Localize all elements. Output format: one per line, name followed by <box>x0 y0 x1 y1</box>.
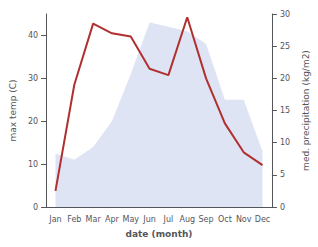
svg-text:date (month): date (month) <box>126 229 193 239</box>
svg-text:Oct: Oct <box>218 215 232 224</box>
svg-text:40: 40 <box>28 31 38 40</box>
svg-text:10: 10 <box>28 160 38 169</box>
svg-text:20: 20 <box>28 117 38 126</box>
svg-text:10: 10 <box>280 138 290 147</box>
svg-text:0: 0 <box>280 203 285 212</box>
svg-text:Dec: Dec <box>255 215 270 224</box>
svg-text:Sep: Sep <box>199 215 214 224</box>
svg-text:May: May <box>122 215 139 224</box>
svg-text:Mar: Mar <box>86 215 102 224</box>
svg-text:Apr: Apr <box>105 215 120 224</box>
svg-text:30: 30 <box>28 74 38 83</box>
svg-text:0: 0 <box>33 203 38 212</box>
svg-text:Feb: Feb <box>67 215 81 224</box>
svg-text:Aug: Aug <box>179 215 195 224</box>
svg-text:max temp (C): max temp (C) <box>8 79 18 141</box>
svg-text:Jun: Jun <box>142 215 156 224</box>
svg-text:20: 20 <box>280 74 290 83</box>
svg-text:Nov: Nov <box>236 215 252 224</box>
svg-text:15: 15 <box>280 106 290 115</box>
svg-text:25: 25 <box>280 42 290 51</box>
svg-text:30: 30 <box>280 10 290 19</box>
svg-text:Jul: Jul <box>163 215 174 224</box>
svg-text:5: 5 <box>280 170 285 179</box>
svg-text:Jan: Jan <box>48 215 61 224</box>
svg-text:med. precipitation (kg/m2): med. precipitation (kg/m2) <box>301 50 311 171</box>
